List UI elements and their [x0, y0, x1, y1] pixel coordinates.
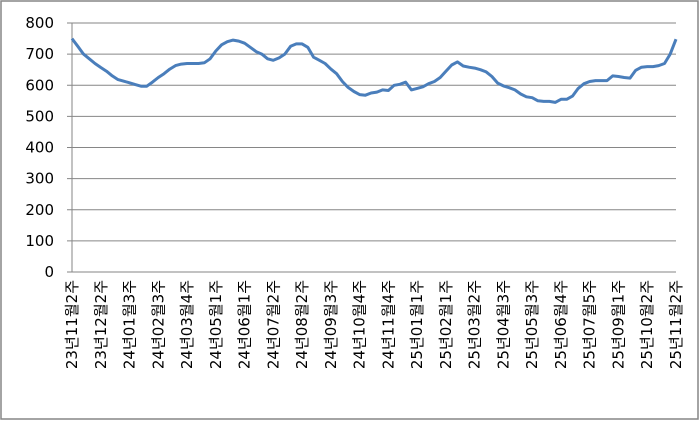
x-tick-label: 24년11월4주 [379, 280, 397, 369]
x-tick-label: 25년10월2주 [638, 280, 656, 369]
x-tick-label: 24년08월2주 [293, 280, 311, 369]
y-tick-label: 400 [25, 139, 54, 157]
x-tick-label: 23년12월2주 [92, 280, 110, 369]
y-tick-label: 500 [25, 107, 54, 125]
x-tick-label: 24년02월3주 [149, 280, 167, 369]
y-tick-label: 700 [25, 45, 54, 63]
x-tick-label: 25년09월1주 [609, 280, 627, 369]
x-tick-label: 25년04월3주 [494, 280, 512, 369]
x-tick-label: 24년10월4주 [351, 280, 369, 369]
x-tick-label: 23년11월2주 [63, 280, 81, 369]
x-tick-label: 25년03월2주 [466, 280, 484, 369]
x-tick-label: 25년02월1주 [437, 280, 455, 369]
y-tick-label: 600 [25, 76, 54, 94]
data-line [70, 37, 678, 104]
y-tick-label: 0 [44, 263, 54, 281]
x-tick-label: 25년07월5주 [581, 280, 599, 369]
x-tick-label: 24년06월1주 [236, 280, 254, 369]
x-tick-label: 24년01월3주 [121, 280, 139, 369]
x-tick-label: 25년06월4주 [552, 280, 570, 369]
x-tick-label: 25년05월3주 [523, 280, 541, 369]
x-tick-label: 24년05월1주 [207, 280, 225, 369]
x-tick-label: 24년09월3주 [322, 280, 340, 369]
x-tick-label: 25년01월1주 [408, 280, 426, 369]
x-tick-label: 24년07월2주 [264, 280, 282, 369]
y-tick-label: 100 [25, 232, 54, 250]
y-tick-label: 800 [25, 14, 54, 32]
x-tick-label: 25년11월2주 [667, 280, 685, 369]
y-tick-label: 200 [25, 201, 54, 219]
y-tick-label: 300 [25, 170, 54, 188]
x-tick-label: 24년03월4주 [178, 280, 196, 369]
